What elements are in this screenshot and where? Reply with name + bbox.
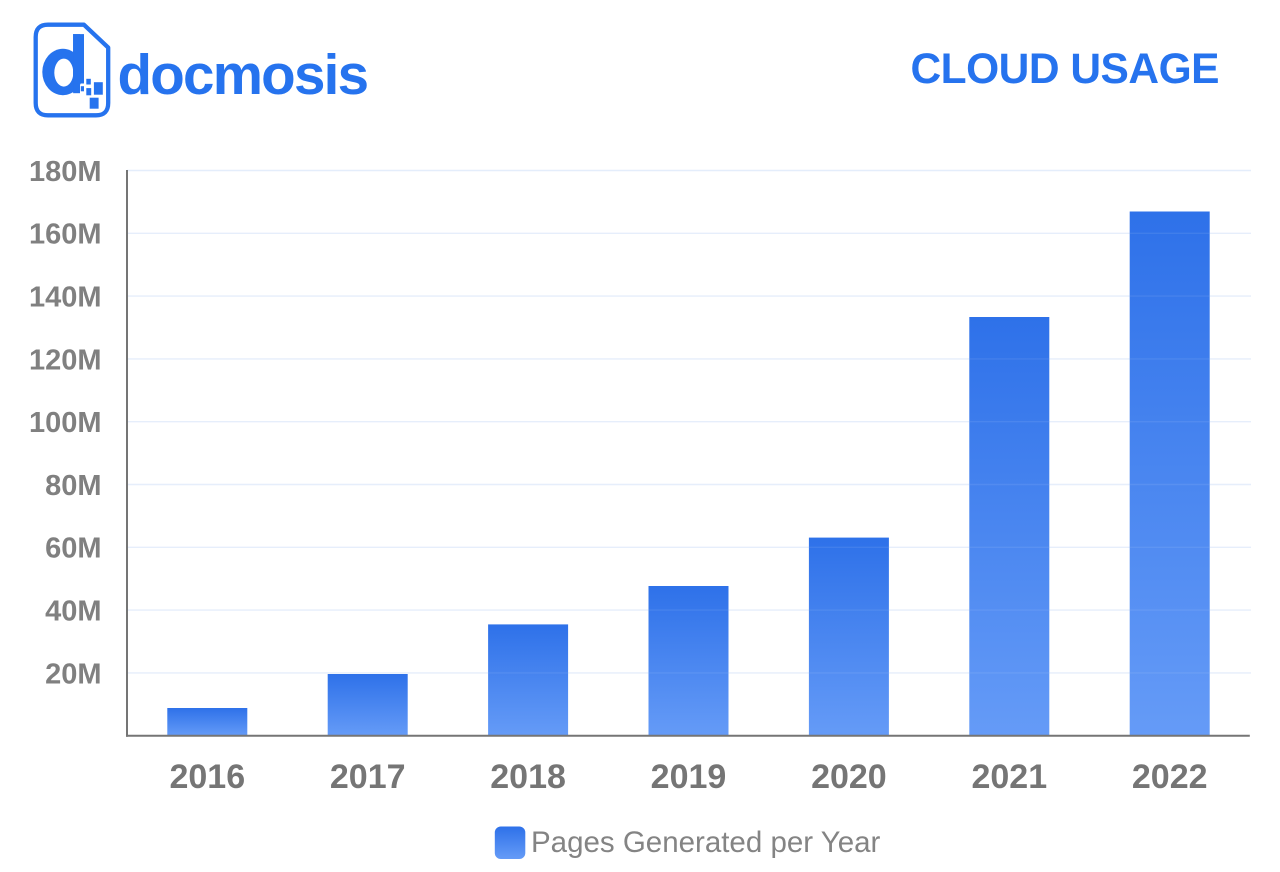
svg-text:180M: 180M [29,156,102,188]
svg-text:120M: 120M [29,344,102,376]
svg-text:docmosis: docmosis [118,43,368,106]
svg-text:2021: 2021 [971,758,1047,796]
svg-text:40M: 40M [45,596,101,628]
svg-text:2020: 2020 [811,758,887,796]
svg-text:2022: 2022 [1132,758,1208,796]
svg-text:2016: 2016 [169,758,245,796]
svg-text:2017: 2017 [330,758,406,796]
svg-text:80M: 80M [45,470,101,502]
svg-text:2019: 2019 [651,758,727,796]
svg-text:Pages Generated per Year: Pages Generated per Year [531,826,881,859]
svg-text:2018: 2018 [490,758,566,796]
svg-text:20M: 20M [45,658,101,690]
svg-text:160M: 160M [29,219,102,251]
svg-text:140M: 140M [29,282,102,314]
svg-text:60M: 60M [45,533,101,565]
svg-text:CLOUD USAGE: CLOUD USAGE [910,46,1219,93]
svg-text:100M: 100M [29,407,102,439]
